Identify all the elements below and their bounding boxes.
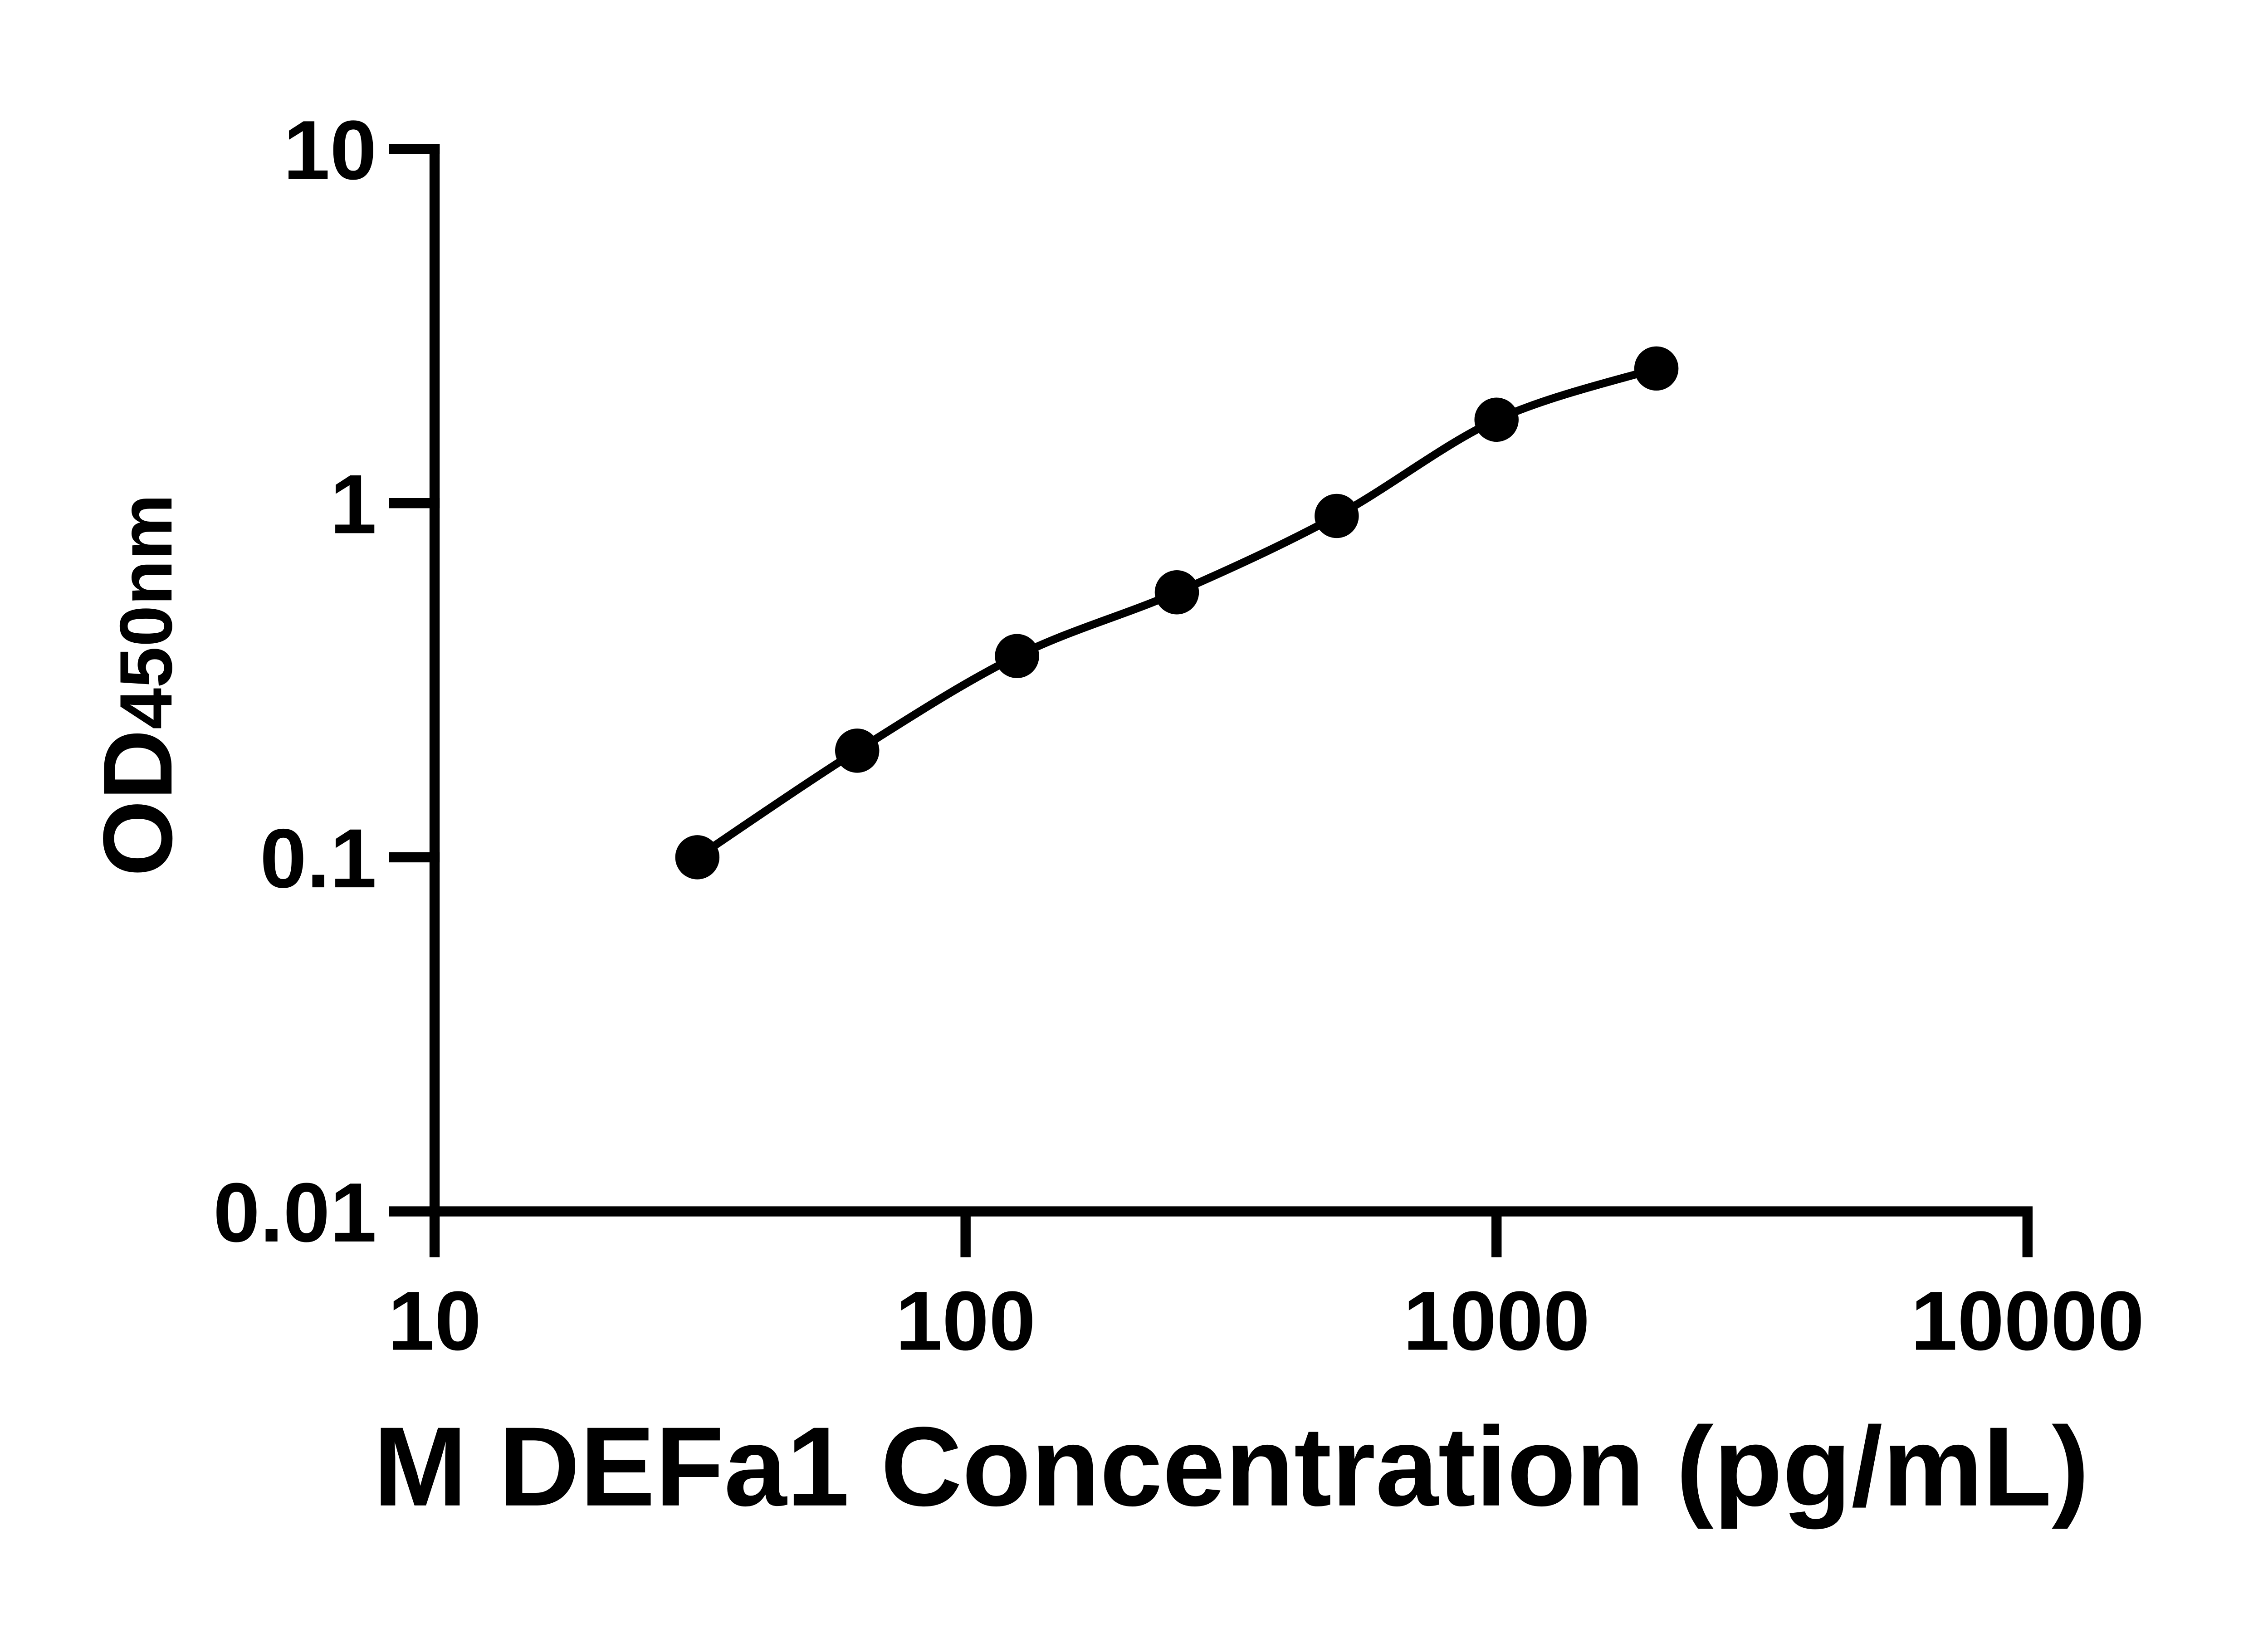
figure-page: 10 1 0.1 0.01 10 100 1000 10000 M DEFa1 Concentr… <box>0 0 2268 1592</box>
x-tick-label: 10000 <box>1911 1274 2144 1368</box>
data-point <box>1315 494 1359 538</box>
data-point <box>835 728 880 773</box>
x-tick-label: 1000 <box>1403 1274 1590 1368</box>
y-axis-title: OD450nm <box>83 494 192 876</box>
x-tick-label: 10 <box>388 1274 481 1368</box>
data-point <box>1474 397 1519 442</box>
y-axis-title-subscript: 450nm <box>104 494 187 729</box>
data-point <box>1634 346 1679 391</box>
data-point <box>995 634 1039 678</box>
data-point <box>675 835 720 880</box>
y-tick-label: 0.1 <box>260 812 376 905</box>
y-axis-title-main: OD <box>83 729 192 877</box>
figure-background <box>0 0 2268 1592</box>
x-tick-label: 100 <box>895 1274 1036 1368</box>
y-tick-label: 1 <box>330 457 376 551</box>
x-axis-title: M DEFa1 Concentration (pg/mL) <box>373 1403 2089 1530</box>
y-tick-label: 10 <box>283 103 376 197</box>
data-point <box>1154 570 1199 615</box>
y-tick-label: 0.01 <box>213 1166 376 1260</box>
